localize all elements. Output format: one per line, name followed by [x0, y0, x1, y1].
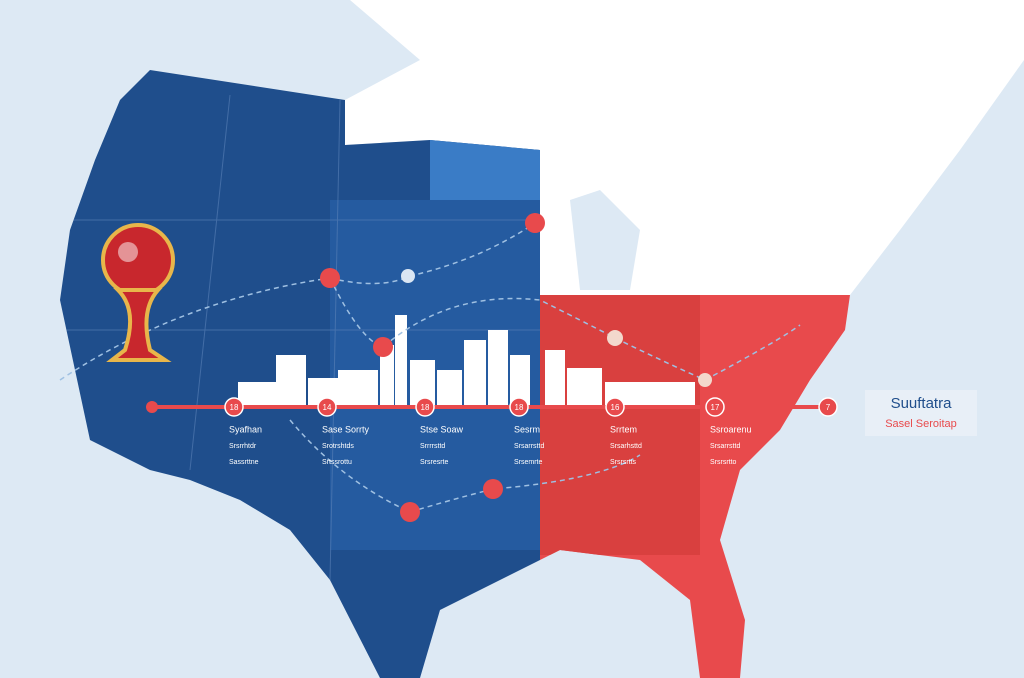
- timeline-number: 16: [611, 403, 620, 412]
- timeline-marker: [224, 397, 244, 417]
- timeline-note: Srsrsrtts: [610, 459, 637, 466]
- timeline-number: 18: [421, 403, 430, 412]
- timeline-note: Srsarhsttd: [610, 443, 642, 450]
- timeline-note: Srsarrsttd: [514, 443, 544, 450]
- legend-subtitle: Sasel Seroitap: [885, 418, 957, 430]
- timeline-note: Srrtem: [610, 424, 637, 434]
- timeline-note: Srsarrsttd: [710, 443, 740, 450]
- timeline-note: Srrrrsttd: [420, 443, 445, 450]
- venue-dots: [146, 213, 712, 522]
- timeline-note: Srsrsrtto: [710, 459, 737, 466]
- timeline-note: Sesrm: [514, 424, 540, 434]
- timeline-note: Stse Soaw: [420, 424, 464, 434]
- timeline-number: 17: [711, 403, 720, 412]
- timeline-number: 7: [826, 403, 831, 412]
- timeline-marker: [415, 397, 435, 417]
- timeline-marker: [605, 397, 625, 417]
- lake: [570, 190, 640, 290]
- canada: [345, 0, 1024, 295]
- timeline-note: Ssroarenu: [710, 424, 752, 434]
- legend-box: [865, 390, 977, 436]
- timeline-marker: [705, 397, 725, 417]
- timeline-note: Srsrrhtdr: [229, 443, 257, 450]
- skyline: [238, 315, 695, 407]
- legend-title: Suuftatra: [891, 395, 953, 412]
- timeline-note: Srsemrte: [514, 459, 543, 466]
- timeline-number: 14: [323, 403, 332, 412]
- trophy: [101, 223, 175, 362]
- timeline-note: Srsresrte: [420, 459, 449, 466]
- timeline-note: Sassrttne: [229, 459, 259, 466]
- timeline-marker: [317, 397, 337, 417]
- timeline-note: Srtssrottu: [322, 459, 352, 466]
- timeline-marker: [818, 397, 838, 417]
- timeline-number: 18: [515, 403, 524, 412]
- timeline-marker: [509, 397, 529, 417]
- timeline-note: Srotrshtds: [322, 443, 354, 450]
- timeline-number: 18: [230, 403, 239, 412]
- timeline-note: Sase Sorrty: [322, 424, 370, 434]
- timeline-note: Syafhan: [229, 424, 262, 434]
